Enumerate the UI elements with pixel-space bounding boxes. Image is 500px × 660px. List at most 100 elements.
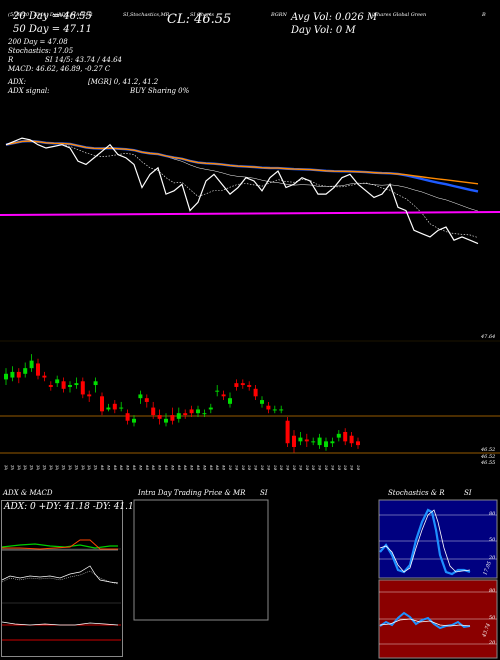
candle-body xyxy=(202,413,207,415)
candle-body xyxy=(349,435,354,444)
x-axis-date-label: 15 Oct xyxy=(23,465,29,470)
price-axis-top: 47.64 xyxy=(481,334,496,340)
x-axis-date-label: 16 Dec xyxy=(298,465,304,470)
candle-body xyxy=(330,441,335,444)
x-axis-date-label: 03 Nov xyxy=(106,465,112,470)
stochastics-panel xyxy=(378,499,498,579)
candle-body xyxy=(266,405,271,410)
candle-body xyxy=(119,407,124,409)
candle-body xyxy=(196,409,200,414)
rsi-label: SI 14/5: 43.74 / 44.64 xyxy=(45,56,122,64)
x-axis-date-label: 04 Dec xyxy=(247,465,253,470)
x-axis-date-label: 15 Dec xyxy=(292,465,298,470)
candle-body xyxy=(247,385,252,387)
rsi-label-50: 50 xyxy=(489,615,496,621)
x-axis-date-label: 07 Dec xyxy=(253,465,259,470)
candle-body xyxy=(311,441,316,443)
x-axis-date-label: 30 Nov xyxy=(221,465,227,470)
x-axis-date-label: 30 Oct xyxy=(93,465,99,470)
intra-panel-si: SI xyxy=(260,489,268,497)
candle-body xyxy=(240,383,245,386)
candle-body xyxy=(125,413,130,421)
adx-panel: ADX: 0 +DY: 41.18 -DY: 41.18 xyxy=(1,500,139,657)
x-axis-date-label: 05 Nov xyxy=(119,465,125,470)
instrument-name: iShares Global Green xyxy=(372,12,427,18)
indicator-list-3: SI Charts xyxy=(190,12,214,18)
dma20-label: 20 Day = 46.55 xyxy=(13,11,92,22)
candle-body xyxy=(164,418,168,423)
candle-body xyxy=(304,439,309,442)
adx-panel-title: ADX & MACD xyxy=(3,489,53,497)
candle-body xyxy=(272,409,277,411)
candle-body xyxy=(170,415,175,421)
ticker-symbol: BGRN xyxy=(271,12,287,18)
stochastics-label: Stochastics: 17.05 xyxy=(8,47,74,55)
candle-body xyxy=(144,398,149,402)
candle-body xyxy=(106,407,111,410)
candle-body xyxy=(260,400,264,404)
stoch-label-80: 80 xyxy=(489,511,496,517)
stoch-label-50: 50 xyxy=(489,537,496,543)
x-axis-date-label: 02 Dec xyxy=(234,465,240,470)
x-axis-date-label: 20 Nov xyxy=(189,465,195,470)
price-axis-low1: 46.52 xyxy=(481,447,496,453)
x-axis-date-label: 11 Nov xyxy=(144,465,150,470)
x-axis-date-label: 29 Oct xyxy=(87,465,93,470)
candle-body xyxy=(61,381,66,389)
x-axis-date-label: 10 Nov xyxy=(138,465,144,470)
candle-body xyxy=(183,413,188,416)
candle-body xyxy=(292,435,296,447)
stoch-panel-title: Stochastics & R xyxy=(388,489,445,497)
candle-body xyxy=(324,441,328,447)
x-axis-date-label: 09 Oct xyxy=(4,465,10,470)
candle-body xyxy=(356,441,360,446)
ema-note: EMA) Daily xyxy=(34,12,63,18)
candle-body xyxy=(23,368,28,374)
x-axis-date-label: 17 Nov xyxy=(170,465,176,470)
x-axis-date-label: 24 Dec xyxy=(336,465,342,470)
buy-signal-label: BUY Sharing 0% xyxy=(130,87,190,95)
candle-body xyxy=(298,437,303,442)
x-axis-date-label: 29 Dec xyxy=(349,465,355,470)
intra-day-panel xyxy=(133,499,269,621)
x-axis-date-label: 22 Dec xyxy=(324,465,330,470)
x-axis-date-label: 21 Oct xyxy=(48,465,54,470)
dma50-label: 50 Day = 47.11 xyxy=(13,24,92,35)
candle-body xyxy=(343,431,348,442)
date-note: (5/28/20 xyxy=(8,12,30,18)
x-axis-date-label: 17 Dec xyxy=(304,465,310,470)
candle-body xyxy=(221,394,226,397)
x-axis-date-label: 02 Nov xyxy=(100,465,106,470)
candle-body xyxy=(279,409,284,411)
x-axis-date-label: 19 Nov xyxy=(183,465,189,470)
x-axis-date-label: 03 Dec xyxy=(240,465,246,470)
candlestick-series xyxy=(4,354,360,453)
ma-short-line xyxy=(5,140,479,238)
x-axis-date-label: 24 Nov xyxy=(202,465,208,470)
candle-body xyxy=(100,396,104,412)
x-axis-date-label: 09 Nov xyxy=(132,465,138,470)
candle-body xyxy=(112,403,117,410)
indicator-list: ADX,MACD,R xyxy=(58,12,93,18)
x-axis-date-label: 01 Dec xyxy=(228,465,234,470)
x-axis-date-label: 26 Oct xyxy=(68,465,74,470)
candle-body xyxy=(80,381,85,395)
stoch-label-20: 20 xyxy=(489,555,496,561)
dma200-label: 200 Day = 47.08 xyxy=(8,38,68,46)
close-label: CL: 46.55 xyxy=(167,12,232,27)
candle-body xyxy=(68,385,72,387)
price-axis-low2: 46.52 xyxy=(481,454,496,460)
rsi-line xyxy=(379,611,471,630)
x-axis-date-label: 10 Dec xyxy=(272,465,278,470)
stoch-k-line xyxy=(379,508,471,576)
candle-body xyxy=(93,381,98,386)
intra-panel-title: Intra Day Trading Price & MR xyxy=(138,489,246,497)
candle-body xyxy=(74,383,79,386)
candle-body xyxy=(87,394,92,397)
candle-body xyxy=(228,398,232,404)
stoch-panel-si: SI xyxy=(464,489,472,497)
rsi-prefix: R xyxy=(8,56,14,64)
x-axis-date-label: 25 Nov xyxy=(208,465,214,470)
x-axis-date-label: 14 Oct xyxy=(16,465,22,470)
x-axis-date-label: 30 Dec xyxy=(356,465,362,470)
